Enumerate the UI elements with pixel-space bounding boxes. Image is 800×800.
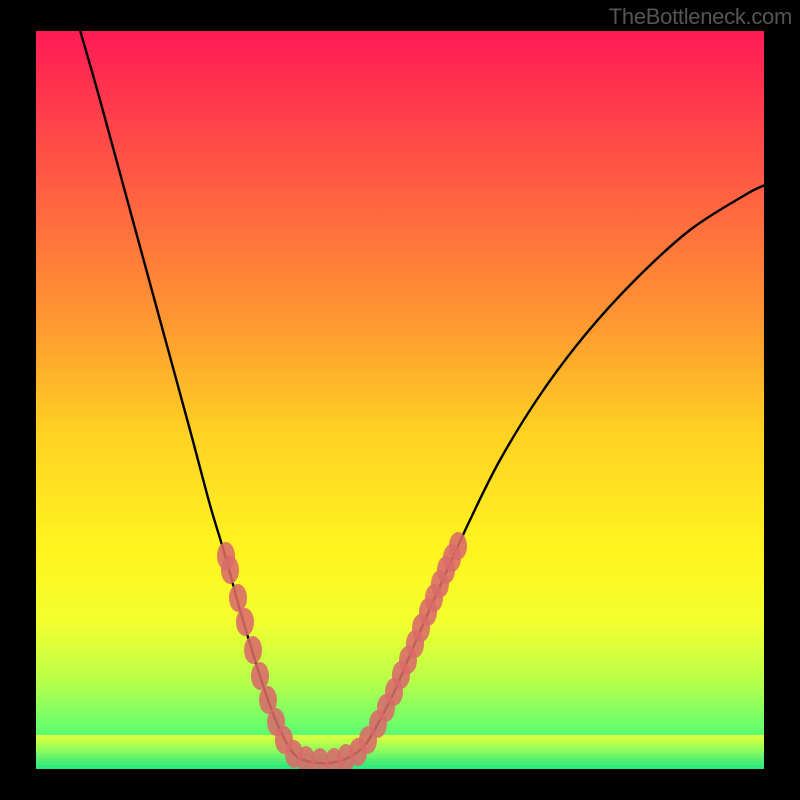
watermark-text: TheBottleneck.com [609, 4, 792, 30]
marker-point [449, 532, 467, 560]
bottleneck-curve-chart [0, 0, 800, 800]
marker-point [244, 636, 262, 664]
chart-container: TheBottleneck.com [0, 0, 800, 800]
bottom-band-stripe [35, 735, 765, 737]
bottom-band-stripe [35, 756, 765, 758]
bottom-band-stripe [35, 767, 765, 769]
bottom-band-stripe [35, 746, 765, 748]
bottom-band-stripe [35, 760, 765, 762]
marker-point [221, 556, 239, 584]
bottom-band-stripe [35, 749, 765, 751]
marker-point [236, 608, 254, 636]
bottom-band-stripe [35, 739, 765, 741]
marker-point [251, 662, 269, 690]
bottom-band-stripe [35, 742, 765, 744]
marker-point [229, 584, 247, 612]
bottom-band-stripe [35, 753, 765, 755]
bottom-band-stripe [35, 763, 765, 765]
